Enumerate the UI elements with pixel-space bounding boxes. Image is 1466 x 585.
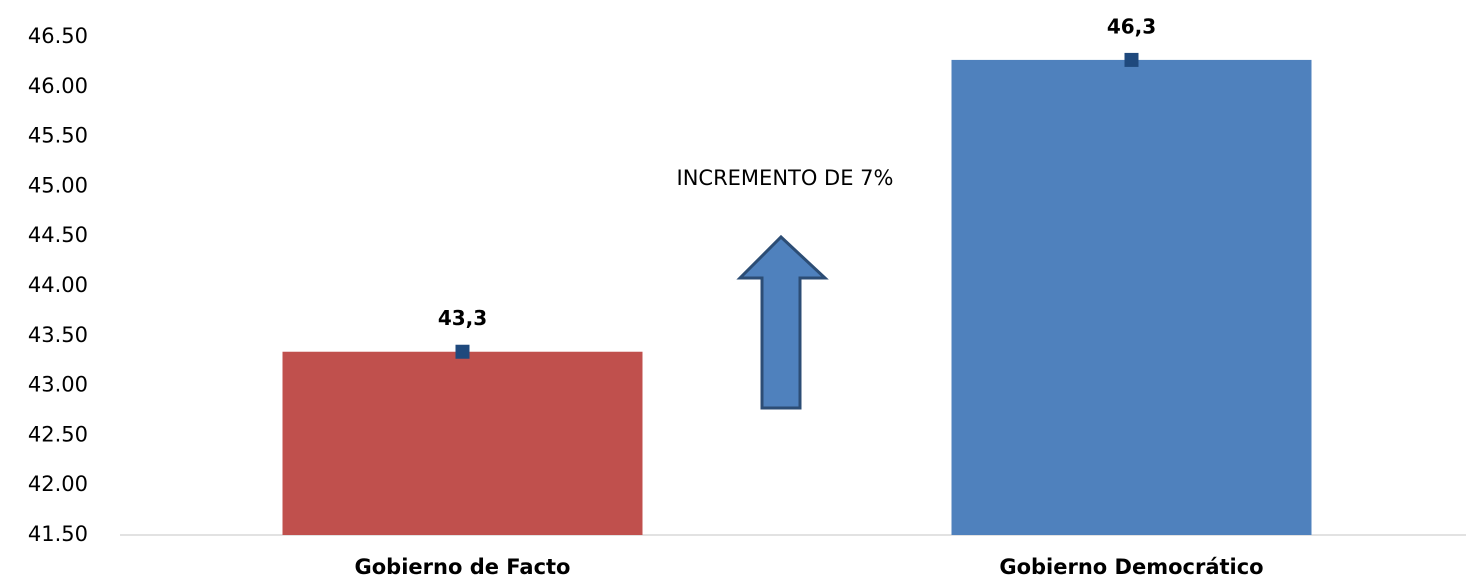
y-tick-label: 43.00 — [28, 373, 88, 397]
x-tick-label: Gobierno de Facto — [355, 555, 571, 579]
increase-arrow — [736, 234, 829, 410]
bar — [951, 59, 1312, 536]
y-tick-label: 43.50 — [28, 323, 88, 347]
x-tick-label: Gobierno Democrático — [999, 555, 1263, 579]
marker — [1124, 52, 1139, 67]
y-tick-label: 46.50 — [28, 24, 88, 48]
y-tick-label: 41.50 — [28, 522, 88, 546]
value-label: 43,3 — [438, 306, 487, 330]
marker — [455, 344, 470, 359]
y-tick-label: 45.00 — [28, 173, 88, 197]
y-tick-label: 44.00 — [28, 273, 88, 297]
annotation: INCREMENTO DE 7% — [676, 166, 894, 190]
y-tick-label: 44.50 — [28, 223, 88, 247]
y-tick-label: 45.50 — [28, 124, 88, 148]
value-label: 46,3 — [1107, 14, 1156, 38]
y-tick-label: 42.00 — [28, 472, 88, 496]
bar — [282, 351, 643, 535]
y-tick-label: 46.00 — [28, 74, 88, 98]
y-tick-label: 42.50 — [28, 422, 88, 446]
